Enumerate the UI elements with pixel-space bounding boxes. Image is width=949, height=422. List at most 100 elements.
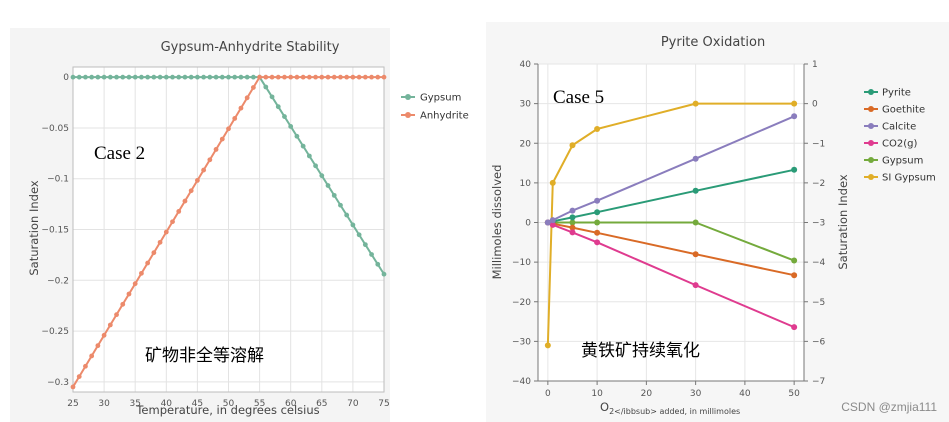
- left-point-gypsum: [232, 74, 238, 80]
- left-point-anhydrite: [126, 291, 132, 297]
- left-point-gypsum: [126, 74, 132, 80]
- left-point-gypsum: [331, 192, 337, 198]
- left-y-tick-label: −0.05: [41, 124, 69, 134]
- right-x-tick-label: 20: [641, 389, 653, 399]
- right-legend-marker-goethite: [868, 106, 874, 112]
- left-point-gypsum: [182, 74, 188, 80]
- left-point-anhydrite: [219, 136, 225, 142]
- left-point-anhydrite: [275, 74, 281, 80]
- left-point-gypsum: [294, 133, 300, 139]
- left-x-tick-label: 75: [378, 399, 389, 409]
- left-point-anhydrite: [244, 95, 250, 101]
- right-y2-tick-label: 1: [812, 60, 818, 70]
- left-point-gypsum: [356, 232, 362, 238]
- right-chart-title: Pyrite Oxidation: [661, 35, 765, 50]
- right-y-tick-label: −20: [512, 298, 531, 308]
- left-point-anhydrite: [176, 208, 182, 214]
- left-point-gypsum: [195, 74, 200, 80]
- right-point-co2-g-: [692, 282, 699, 289]
- right-y2-tick-label: −4: [812, 258, 826, 268]
- left-point-gypsum: [369, 252, 374, 257]
- left-point-anhydrite: [163, 229, 169, 235]
- left-point-gypsum: [338, 202, 343, 208]
- left-point-anhydrite: [356, 74, 362, 80]
- left-point-anhydrite: [362, 74, 368, 80]
- left-cn-annotation: 矿物非全等溶解: [145, 346, 264, 366]
- left-point-anhydrite: [319, 74, 325, 80]
- right-y-tick-label: −30: [512, 337, 531, 347]
- left-point-gypsum: [250, 74, 256, 80]
- right-y2-axis-title: Saturation Index: [836, 174, 850, 269]
- left-point-gypsum: [76, 74, 82, 80]
- right-series-line-si-gypsum: [546, 102, 795, 346]
- left-point-anhydrite: [257, 74, 262, 80]
- right-y2-tick-label: −1: [812, 139, 825, 149]
- left-point-anhydrite: [263, 74, 269, 80]
- left-point-anhydrite: [195, 178, 200, 183]
- right-y-tick-label: 30: [520, 100, 532, 110]
- left-chart-title: Gypsum-Anhydrite Stability: [161, 40, 340, 55]
- left-point-gypsum: [226, 74, 231, 80]
- right-point-pyrite: [791, 166, 798, 173]
- right-point-goethite: [692, 251, 699, 258]
- right-point-si-gypsum: [692, 100, 699, 107]
- left-point-anhydrite: [114, 312, 119, 318]
- left-case-annotation: Case 2: [94, 143, 145, 164]
- right-x-tick-label: 30: [690, 389, 702, 399]
- right-y-axis-title: Millimoles dissolved: [490, 165, 504, 280]
- left-point-gypsum: [275, 104, 281, 110]
- right-legend-marker-gypsum: [868, 157, 874, 163]
- left-x-tick-label: 35: [129, 399, 140, 409]
- right-y-tick-label: 10: [520, 179, 532, 189]
- right-point-co2-g-: [549, 221, 556, 228]
- left-point-anhydrite: [201, 167, 207, 173]
- left-point-anhydrite: [375, 74, 381, 80]
- right-legend-label-calcite: Calcite: [882, 122, 916, 133]
- left-point-anhydrite: [120, 301, 126, 307]
- left-y-axis-title: Saturation Index: [27, 180, 41, 275]
- right-point-co2-g-: [569, 229, 576, 236]
- left-point-gypsum: [244, 74, 250, 80]
- left-x-tick-label: 30: [98, 399, 110, 409]
- left-x-tick-label: 40: [161, 399, 173, 409]
- left-y-tick-label: −0.3: [47, 378, 69, 388]
- left-point-gypsum: [325, 183, 331, 188]
- left-point-gypsum: [219, 74, 225, 80]
- left-point-gypsum: [238, 74, 244, 80]
- right-case-annotation: Case 5: [553, 87, 604, 108]
- left-point-anhydrite: [151, 250, 157, 256]
- left-point-anhydrite: [132, 281, 138, 287]
- right-y2-tick-label: −6: [812, 337, 826, 347]
- left-point-gypsum: [83, 74, 88, 80]
- left-point-anhydrite: [226, 126, 231, 132]
- right-point-calcite: [549, 217, 556, 224]
- right-point-gypsum: [594, 219, 601, 226]
- left-point-anhydrite: [70, 384, 76, 390]
- right-x-tick-label: 40: [739, 389, 751, 399]
- right-point-pyrite: [569, 214, 576, 221]
- left-point-anhydrite: [250, 85, 256, 90]
- left-point-anhydrite: [325, 74, 331, 80]
- left-point-gypsum: [381, 271, 387, 277]
- left-x-tick-label: 45: [192, 399, 203, 409]
- left-point-anhydrite: [76, 374, 82, 379]
- right-point-si-gypsum: [594, 125, 601, 132]
- left-point-anhydrite: [331, 74, 337, 80]
- right-point-co2-g-: [594, 239, 601, 246]
- right-point-goethite: [569, 224, 576, 231]
- right-point-pyrite: [594, 209, 601, 216]
- left-point-gypsum: [188, 74, 194, 80]
- right-point-si-gypsum: [549, 179, 556, 186]
- left-point-gypsum: [201, 74, 207, 80]
- right-point-calcite: [692, 155, 699, 162]
- left-point-anhydrite: [238, 105, 244, 111]
- left-y-tick-label: −0.2: [47, 276, 69, 286]
- left-x-tick-label: 25: [67, 399, 78, 409]
- left-point-gypsum: [145, 74, 151, 80]
- left-plot-frame: [72, 66, 385, 393]
- left-point-anhydrite: [95, 343, 101, 349]
- left-point-gypsum: [319, 173, 325, 179]
- left-point-anhydrite: [338, 74, 343, 80]
- left-legend-label-anhydrite: Anhydrite: [420, 111, 469, 122]
